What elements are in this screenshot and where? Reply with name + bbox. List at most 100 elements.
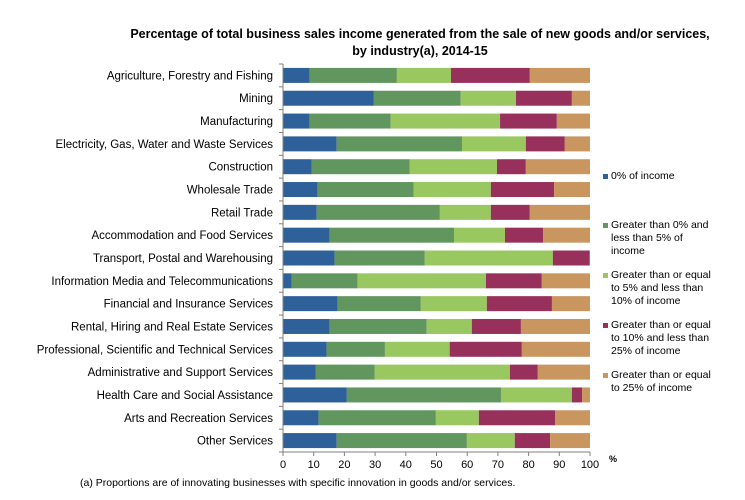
bar-segment — [426, 318, 472, 334]
bar-segment — [309, 67, 397, 83]
bar-segment — [571, 90, 590, 106]
bar-segment — [420, 296, 487, 312]
legend-swatch — [603, 373, 608, 378]
legend-item: Greater than or equal to 10% and less tha… — [603, 319, 745, 358]
bar-segment — [450, 67, 530, 83]
bar-segment — [384, 341, 450, 357]
bar-segment — [283, 410, 319, 426]
bar-segment — [283, 433, 337, 449]
legend-item: 0% of income — [603, 170, 745, 183]
bar-segment — [486, 296, 552, 312]
bar-segment — [460, 90, 517, 106]
x-tick-label: 40 — [400, 459, 412, 471]
category-label: Information Media and Telecommunications — [51, 276, 273, 288]
bar-segment — [283, 113, 310, 129]
bar-segment — [582, 387, 590, 403]
bar-segment — [283, 182, 318, 198]
category-label: Accommodation and Food Services — [91, 230, 273, 242]
category-label: Health Care and Social Assistance — [97, 390, 273, 402]
category-label: Arts and Recreation Services — [124, 413, 273, 425]
bar-segment — [529, 204, 590, 220]
bar-segment — [571, 387, 583, 403]
x-tick-label: 10 — [308, 459, 320, 471]
bar-segment — [449, 341, 522, 357]
bar-segment — [552, 250, 590, 266]
x-axis-unit-label: % — [609, 454, 618, 464]
bar-segment — [396, 67, 451, 83]
x-tick-label: 20 — [338, 459, 350, 471]
bar-segment — [521, 341, 590, 357]
category-label: Other Services — [197, 436, 273, 448]
bar-segment — [346, 387, 501, 403]
bar-segment — [554, 182, 590, 198]
bar-segment — [326, 341, 385, 357]
bar-segment — [564, 136, 590, 152]
legend-swatch — [603, 223, 608, 228]
x-tick-label: 70 — [492, 459, 504, 471]
bar-segment — [291, 273, 358, 289]
category-label: Wholesale Trade — [187, 185, 273, 197]
legend-swatch — [603, 174, 608, 179]
footnote: (a) Proportions are of innovating busine… — [80, 477, 516, 489]
bar-segment — [453, 227, 505, 243]
category-label: Electricity, Gas, Water and Waste Servic… — [56, 139, 274, 151]
x-tick-label: 30 — [369, 459, 381, 471]
bar-segment — [283, 67, 310, 83]
bar-segment — [336, 136, 462, 152]
bar-segment — [318, 410, 436, 426]
bar-segment — [466, 433, 515, 449]
bar-segment — [516, 90, 572, 106]
legend-swatch — [603, 273, 608, 278]
bar-segment — [496, 159, 526, 175]
legend-label: Greater than or equal to 25% of income — [611, 369, 711, 394]
bar-segment — [490, 182, 555, 198]
bar-segment — [490, 204, 530, 220]
bar-segment — [336, 433, 467, 449]
category-label: Transport, Postal and Warehousing — [93, 253, 273, 265]
bar-segment — [374, 364, 510, 380]
legend-item: Greater than or equal to 25% of income — [603, 369, 745, 395]
bar-segment — [309, 113, 391, 129]
bar-segment — [337, 296, 421, 312]
bar-segment — [550, 433, 590, 449]
bar-segment — [413, 182, 491, 198]
bar-segment — [500, 113, 557, 129]
x-tick-label: 90 — [553, 459, 565, 471]
bar-segment — [316, 204, 440, 220]
bar-segment — [409, 159, 497, 175]
legend-swatch — [603, 323, 608, 328]
bar-segment — [478, 410, 556, 426]
legend-label: 0% of income — [611, 170, 675, 182]
bar-segment — [334, 250, 425, 266]
chart-title: Percentage of total business sales incom… — [130, 27, 710, 41]
bar-segment — [500, 387, 572, 403]
x-tick-label: 60 — [461, 459, 473, 471]
x-tick-label: 100 — [581, 459, 599, 471]
category-label: Financial and Insurance Services — [104, 299, 274, 311]
bar-segment — [543, 227, 590, 243]
bar-segment — [551, 296, 590, 312]
bar-segment — [529, 67, 590, 83]
bar-segment — [541, 273, 590, 289]
bar-segment — [283, 296, 338, 312]
category-label: Manufacturing — [200, 116, 273, 128]
bar-segment — [373, 90, 461, 106]
category-label: Rental, Hiring and Real Estate Services — [71, 321, 273, 333]
x-tick-label: 80 — [522, 459, 534, 471]
legend-item: Greater than 0% and less than 5% of income — [603, 219, 745, 258]
bar-segment — [461, 136, 526, 152]
x-tick-label: 50 — [430, 459, 442, 471]
bar-segment — [357, 273, 486, 289]
bar-segment — [439, 204, 491, 220]
bar-segment — [283, 159, 312, 175]
bar-segment — [283, 136, 337, 152]
bar-segment — [471, 318, 521, 334]
bar-segment — [283, 387, 347, 403]
bar-segment — [514, 433, 551, 449]
x-tick-label: 0 — [280, 459, 286, 471]
bar-segment — [525, 159, 590, 175]
bar-segment — [520, 318, 590, 334]
bar-segment — [525, 136, 565, 152]
category-label: Agriculture, Forestry and Fishing — [107, 70, 273, 82]
